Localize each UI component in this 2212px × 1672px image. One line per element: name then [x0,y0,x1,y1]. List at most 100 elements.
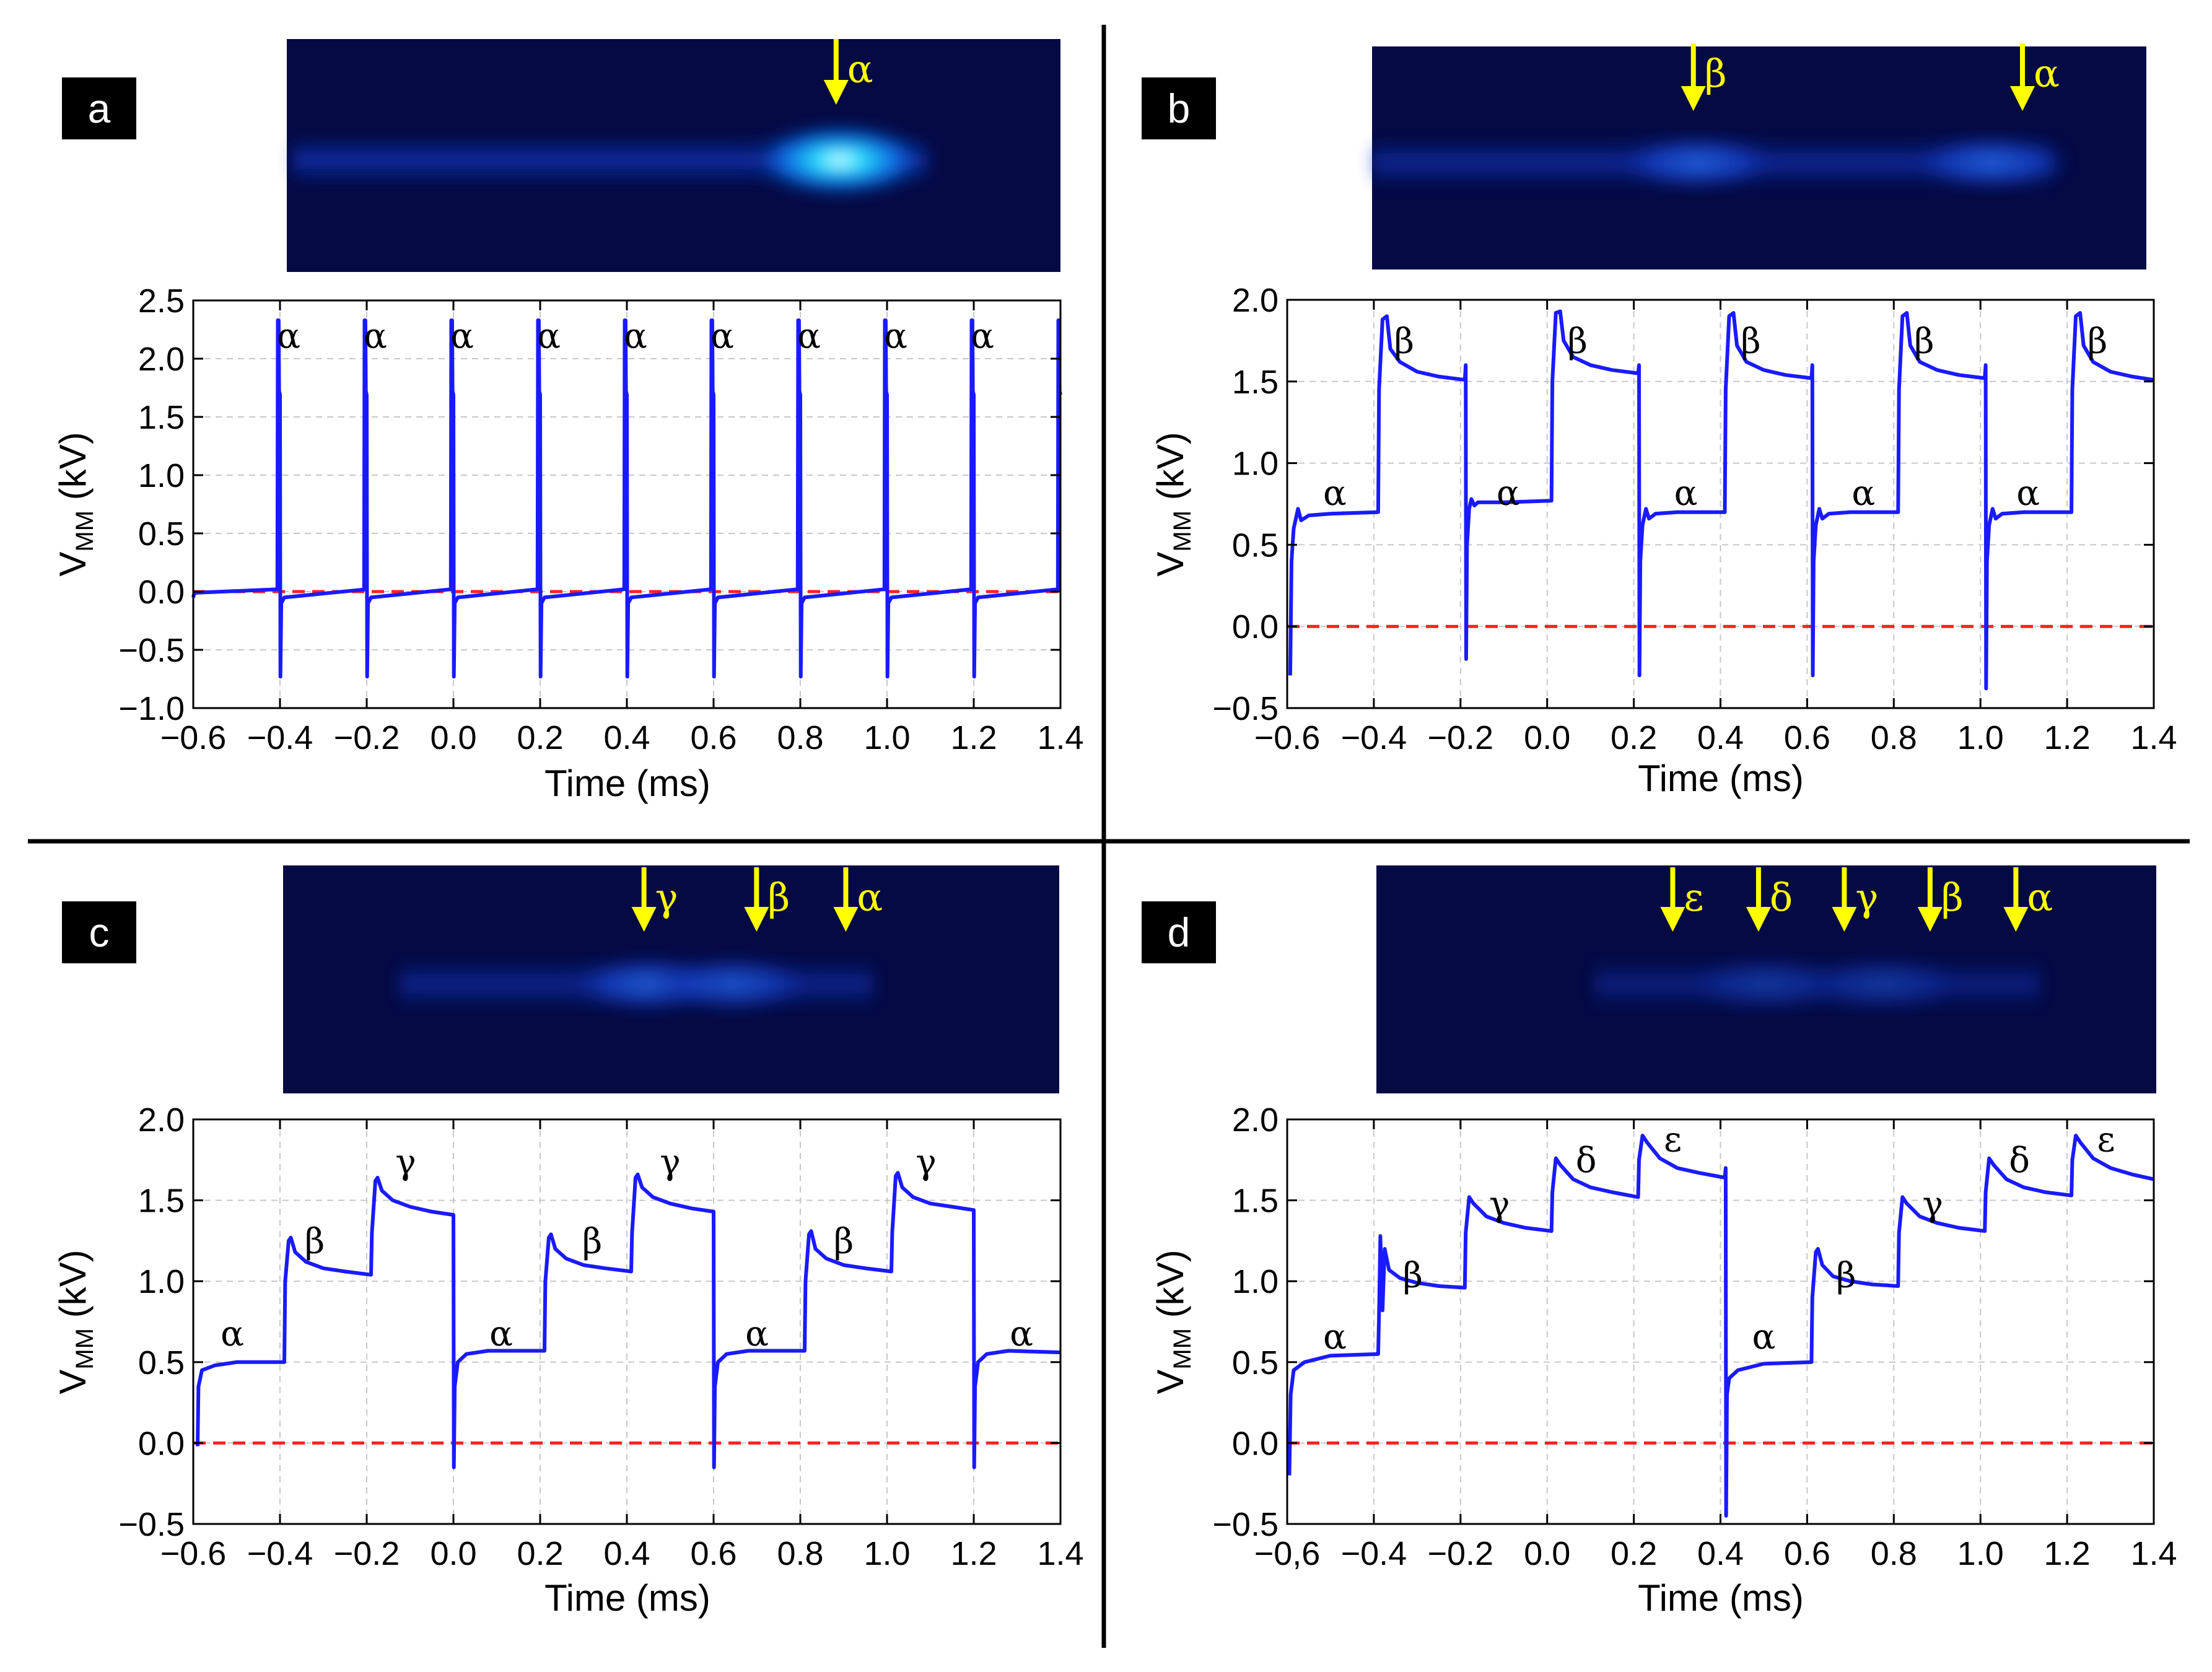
annotation-c-5: γ [660,1142,680,1183]
x-tick-label-3: 0.0 [1524,719,1570,756]
image-marker-d-4: α [2003,867,2053,932]
panel-letter-badge-b [1142,77,1216,139]
x-axis-title-a: Time (ms) [544,763,710,804]
image-marker-b-1: α [2010,43,2060,111]
annotation-d-4: ε [1664,1119,1682,1160]
y-tick-label-4: 1.5 [138,1183,185,1220]
y-tick-label-5: 1.5 [138,399,185,436]
marker-label: δ [1770,875,1793,920]
camera-blob-d-1 [1803,956,1964,1012]
x-tick-label-0: −0,6 [1254,1535,1321,1572]
annotation-b-8: α [1851,473,1875,514]
y-tick-label-2: 0.5 [1232,1344,1279,1381]
marker-arrow-head-icon [2010,86,2035,111]
image-marker-d-2: γ [1832,867,1878,932]
y-tick-label-2: 0.5 [138,1344,185,1381]
x-tick-label-10: 1.4 [2130,1535,2177,1572]
panel-letter-d: d [1168,909,1191,955]
y-axis-title-subscript: MM [71,1328,98,1370]
camera-blob-c-1 [652,956,814,1012]
x-tick-label-8: 1.0 [1957,719,2004,756]
x-tick-label-9: 1.2 [950,719,997,756]
y-axis-title-subscript: MM [1169,510,1196,552]
y-tick-label-3: 1.0 [1232,445,1279,483]
x-tick-label-5: 0.4 [1697,1535,1744,1572]
x-tick-label-6: 0.6 [690,719,737,756]
marker-label: γ [1855,875,1878,920]
y-tick-label-1: 0.0 [1232,608,1279,646]
annotation-b-2: β [1741,322,1760,362]
image-marker-b-0: β [1681,43,1727,111]
camera-glow-a [293,121,933,199]
x-tick-label-7: 0.8 [1871,719,1917,756]
annotation-a-2: α [450,316,474,356]
annotation-c-2: γ [395,1142,416,1183]
annotation-c-3: α [489,1314,513,1354]
image-marker-c-0: γ [631,867,678,932]
annotation-a-5: α [710,316,734,356]
camera-glow-b [1372,134,2072,191]
y-axis-title-space [1150,500,1191,510]
x-tick-label-6: 0.6 [1784,719,1830,756]
y-axis-title-symbol: V [1150,552,1191,577]
annotation-b-7: α [1674,473,1698,514]
marker-arrow-head-icon [833,907,859,932]
x-tick-label-3: 0.0 [430,1535,476,1572]
x-tick-label-2: −0.2 [1427,719,1493,756]
x-tick-label-7: 0.8 [777,1535,823,1572]
annotation-a-8: α [971,316,994,356]
panel-a: α a −0.6 −0.4 −0.2 0.0 0.2 0.4 0.6 0.8 1.0 1.2 1.4 −1… [52,39,1084,804]
x-tick-label-2: −0.2 [334,1535,400,1572]
y-tick-label-4: 1.5 [1232,1183,1279,1220]
y-axis-title-symbol: V [52,552,94,577]
y-tick-label-1: 0.0 [1232,1425,1279,1462]
y-axis-title-subscript: MM [71,510,98,552]
y-tick-label-5: 2.0 [1232,282,1279,319]
annotation-c-6: α [745,1314,769,1354]
panel-letter-badge-c [62,901,136,963]
x-tick-label-8: 1.0 [863,1535,910,1572]
x-tick-label-10: 1.4 [2130,719,2177,756]
x-tick-label-1: −0.4 [247,719,313,756]
annotation-a-0: α [277,316,300,356]
annotation-b-1: β [1567,322,1587,362]
panel-letter-a: a [88,85,111,131]
y-tick-label-0: −0.5 [1212,690,1279,727]
x-tick-label-4: 0.2 [1611,719,1657,756]
x-tick-label-2: −0.2 [334,719,400,756]
x-tick-label-3: 0.0 [1524,1535,1570,1572]
y-tick-label-0: −0.5 [118,1506,185,1543]
marker-label: β [1941,875,1964,920]
x-tick-label-0: −0.6 [1254,719,1321,756]
annotation-b-5: α [1323,473,1347,514]
annotation-b-3: β [1914,322,1934,362]
y-tick-label-1: −0.5 [118,632,185,669]
y-axis-title-subscript: MM [1169,1328,1196,1370]
x-tick-label-5: 0.4 [603,719,650,756]
annotation-d-2: γ [1489,1184,1510,1225]
annotation-b-6: α [1497,473,1520,514]
y-tick-label-0: −0.5 [1212,1506,1279,1543]
x-tick-label-7: 0.8 [1871,1535,1917,1572]
annotation-d-0: α [1323,1317,1347,1357]
marker-label: α [847,46,873,92]
grid-d [1287,1119,2154,1524]
camera-blob-b-1 [1911,134,2072,191]
panel-b: β α b −0.6 −0.4 −0.2 0.0 0.2 0.4 0.6 0.8 1.0 1.2 1.4 −… [1142,43,2177,799]
marker-arrow-head-icon [744,907,769,932]
annotation-d-7: γ [1923,1184,1943,1225]
annotation-a-1: α [364,316,387,356]
panel-c: γ β α c −0.6 −0.4 −0.2 0.0 0.2 0.4 0.6 0.8 1.0 1.2 1.4… [52,865,1084,1619]
y-tick-label-7: 2.5 [138,282,185,320]
x-tick-label-4: 0.2 [517,1535,563,1572]
marker-label: α [2027,875,2053,920]
series-line-b-0 [1288,309,2154,691]
panel-letter-badge-a [62,77,136,139]
panel-d: ε δ γ β α d −0,6 −0.4 −0.2 0.0 0.2 0.4 0.6 0.8 1.0 1.2 1… [1142,865,2177,1619]
y-tick-label-3: 1.0 [1232,1263,1279,1300]
x-tick-label-8: 1.0 [1957,1535,2004,1572]
y-tick-label-3: 1.0 [138,1263,185,1300]
annotation-d-5: α [1752,1317,1776,1357]
y-tick-label-2: 0.0 [138,574,185,611]
annotation-c-1: β [305,1222,325,1262]
